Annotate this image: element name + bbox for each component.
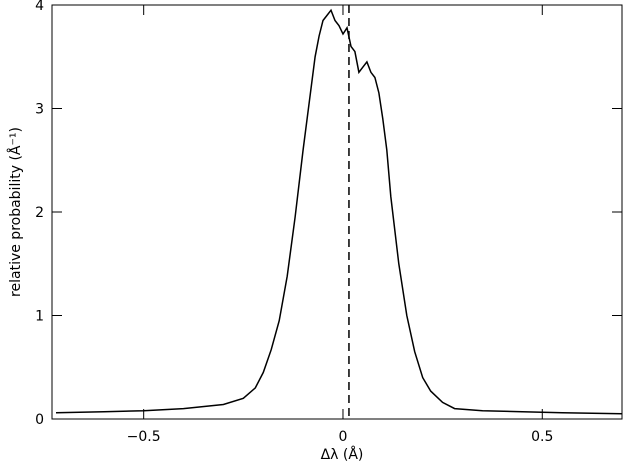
plot-frame [51,4,623,420]
x-tick-label: −0.5 [127,429,161,445]
x-tick-label: 0 [339,429,348,445]
y-tick-label: 2 [35,205,44,221]
y-tick-label: 3 [35,102,44,118]
x-tick-label: 0.5 [531,429,553,445]
y-tick-label: 0 [35,412,44,428]
data-line [55,8,623,415]
y-tick-label: 1 [35,309,44,325]
y-tick-label: 4 [35,0,44,14]
x-axis-label: Δλ (Å) [321,446,364,463]
y-axis-label: relative probability (Å⁻¹) [7,127,24,297]
